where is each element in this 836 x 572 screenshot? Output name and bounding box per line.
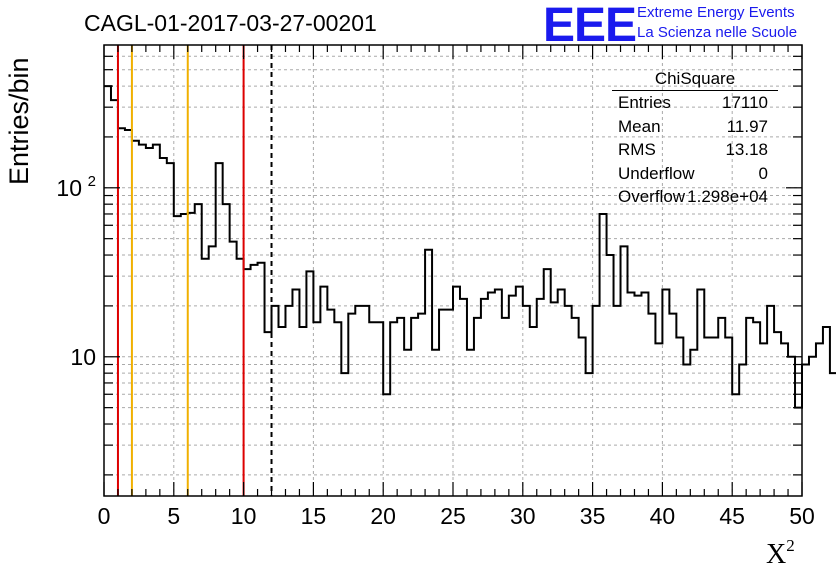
axis-ticks	[103, 45, 803, 496]
stats-row-entries: Entries 17110	[612, 91, 778, 115]
stats-row-underflow: Underflow 0	[612, 162, 778, 186]
stats-key: Underflow	[618, 163, 695, 183]
logo-line-2: La Scienza nelle Scuole	[637, 24, 798, 41]
y-axis-label: Entries/bin	[4, 57, 34, 185]
stats-value: 1.298e+04	[687, 187, 768, 206]
chart-title: CAGL-01-2017-03-27-00201	[84, 10, 377, 36]
grid	[104, 45, 802, 496]
x-tick-label: 35	[580, 503, 606, 529]
x-axis-label-sup: 2	[786, 536, 795, 555]
stats-key: RMS	[618, 140, 656, 159]
histogram-line	[104, 85, 836, 409]
stats-row-mean: Mean 11.97	[612, 115, 778, 139]
x-tick-label: 5	[167, 503, 180, 529]
stats-value: 0	[758, 163, 768, 183]
y-tick-label-exponent: 2	[88, 173, 96, 190]
logo-line-1: Extreme Energy Events	[637, 4, 795, 21]
x-axis-label: X2	[766, 536, 795, 571]
stats-key: Overflow	[618, 187, 686, 206]
x-tick-label: 20	[370, 503, 396, 529]
stats-row-overflow: Overflow 1.298e+04	[612, 185, 778, 209]
stats-key: Entries	[618, 93, 671, 112]
x-tick-label: 10	[231, 503, 257, 529]
stats-value: 11.97	[726, 116, 768, 136]
stats-title: ChiSquare	[612, 68, 778, 91]
x-tick-label: 40	[650, 503, 676, 529]
x-tick-label: 15	[301, 503, 327, 529]
stats-key: Mean	[618, 116, 661, 136]
y-tick-label: 10	[56, 175, 82, 201]
stats-value: 17110	[721, 93, 768, 112]
stats-box: ChiSquare Entries 17110 Mean 11.97 RMS 1…	[612, 68, 778, 209]
x-tick-label: 45	[719, 503, 745, 529]
tick-labels: 0 5 10 15 20 25 30 35 40 45 50 10 10 2	[56, 173, 814, 529]
stats-value: 13.18	[725, 140, 768, 159]
x-tick-label: 25	[440, 503, 466, 529]
eee-logo: EEE	[543, 0, 637, 52]
x-tick-label: 0	[98, 503, 111, 529]
stats-row-rms: RMS 13.18	[612, 138, 778, 162]
histogram-layer	[104, 85, 836, 409]
threshold-lines	[116, 45, 273, 496]
x-tick-label: 30	[510, 503, 536, 529]
x-tick-label: 50	[789, 503, 815, 529]
y-tick-label: 10	[70, 344, 96, 370]
x-axis-label-base: X	[766, 539, 787, 570]
